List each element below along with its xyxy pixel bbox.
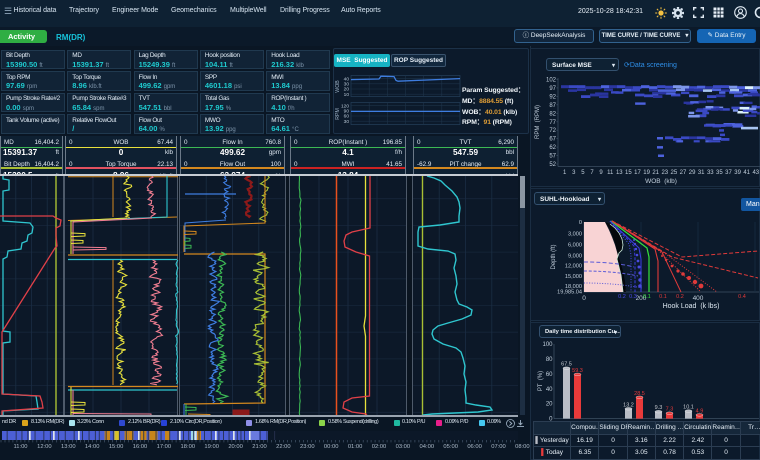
svg-text:59.3: 59.3 xyxy=(572,368,583,374)
svg-text:40: 40 xyxy=(546,387,553,393)
svg-text:102: 102 xyxy=(546,78,557,84)
svg-text:0.1: 0.1 xyxy=(643,294,651,300)
svg-text:100: 100 xyxy=(542,342,553,348)
svg-text:62: 62 xyxy=(549,145,556,151)
svg-text:0.4: 0.4 xyxy=(738,294,746,300)
svg-text:20: 20 xyxy=(344,87,350,93)
svg-text:RPM (RPM): RPM (RPM) xyxy=(535,105,541,139)
svg-text:11: 11 xyxy=(607,170,614,176)
svg-text:30: 30 xyxy=(344,119,350,125)
svg-text:0: 0 xyxy=(549,417,553,423)
svg-text:Hook Load (k lbs): Hook Load (k lbs) xyxy=(663,303,720,310)
svg-text:19,985.04: 19,985.04 xyxy=(557,290,582,296)
svg-text:200: 200 xyxy=(636,295,647,302)
svg-text:37: 37 xyxy=(725,170,732,176)
svg-text:0.1: 0.1 xyxy=(659,294,667,300)
svg-text:0.2: 0.2 xyxy=(676,294,684,300)
svg-text:41: 41 xyxy=(743,170,750,176)
svg-text:0.2: 0.2 xyxy=(618,294,626,300)
svg-text:57: 57 xyxy=(549,154,556,160)
svg-text:27: 27 xyxy=(680,170,687,176)
svg-text:9,000: 9,000 xyxy=(568,253,582,259)
svg-text:19: 19 xyxy=(643,170,650,176)
svg-text:82: 82 xyxy=(549,111,556,117)
svg-text:WOB: WOB xyxy=(335,80,341,93)
svg-text:13: 13 xyxy=(616,170,623,176)
svg-text:39: 39 xyxy=(734,170,741,176)
svg-text:23: 23 xyxy=(661,170,668,176)
svg-text:15: 15 xyxy=(625,170,632,176)
svg-text:120: 120 xyxy=(341,103,349,109)
svg-text:1: 1 xyxy=(563,170,567,176)
svg-text:72: 72 xyxy=(549,128,556,134)
svg-text:0.3: 0.3 xyxy=(629,294,637,300)
svg-text:0: 0 xyxy=(582,295,586,302)
svg-text:RPM: RPM xyxy=(335,108,341,120)
svg-text:0: 0 xyxy=(579,220,582,226)
svg-text:6,000: 6,000 xyxy=(568,242,582,248)
svg-text:33: 33 xyxy=(707,170,714,176)
svg-text:28.5: 28.5 xyxy=(634,391,645,397)
svg-text:35: 35 xyxy=(716,170,723,176)
svg-text:20: 20 xyxy=(546,402,553,408)
svg-text:4.9: 4.9 xyxy=(696,408,704,414)
svg-text:12,000: 12,000 xyxy=(565,263,582,269)
svg-text:10.1: 10.1 xyxy=(683,405,694,411)
svg-text:60: 60 xyxy=(344,114,350,120)
svg-text:400: 400 xyxy=(693,295,704,302)
svg-text:92: 92 xyxy=(549,94,556,100)
svg-text:40: 40 xyxy=(344,76,350,82)
svg-text:21: 21 xyxy=(652,170,659,176)
svg-text:3,000: 3,000 xyxy=(568,231,582,237)
svg-text:80: 80 xyxy=(546,357,553,363)
svg-text:5: 5 xyxy=(581,170,585,176)
svg-text:13.2: 13.2 xyxy=(623,402,634,408)
svg-text:43: 43 xyxy=(752,170,759,176)
svg-text:7.3: 7.3 xyxy=(666,407,674,413)
svg-text:97: 97 xyxy=(549,86,556,92)
svg-text:9.3: 9.3 xyxy=(655,405,663,411)
svg-text:90: 90 xyxy=(344,109,350,115)
svg-text:WOB (klb): WOB (klb) xyxy=(645,178,677,185)
svg-text:15,000: 15,000 xyxy=(565,274,582,280)
svg-text:7: 7 xyxy=(590,170,594,176)
svg-text:60: 60 xyxy=(546,372,553,378)
svg-text:30: 30 xyxy=(344,82,350,88)
svg-text:67: 67 xyxy=(549,137,556,143)
svg-text:52: 52 xyxy=(549,162,556,168)
svg-text:25: 25 xyxy=(671,170,678,176)
svg-text:PT (%): PT (%) xyxy=(538,371,544,391)
svg-text:18,000: 18,000 xyxy=(565,284,582,290)
svg-text:29: 29 xyxy=(689,170,696,176)
svg-text:67.5: 67.5 xyxy=(561,362,572,368)
svg-text:31: 31 xyxy=(698,170,705,176)
svg-text:87: 87 xyxy=(549,103,556,109)
svg-text:3: 3 xyxy=(572,170,576,176)
svg-text:9: 9 xyxy=(599,170,603,176)
svg-text:10: 10 xyxy=(344,92,350,98)
svg-text:77: 77 xyxy=(549,120,556,126)
svg-text:Depth (ft): Depth (ft) xyxy=(551,244,557,269)
svg-text:17: 17 xyxy=(634,170,641,176)
